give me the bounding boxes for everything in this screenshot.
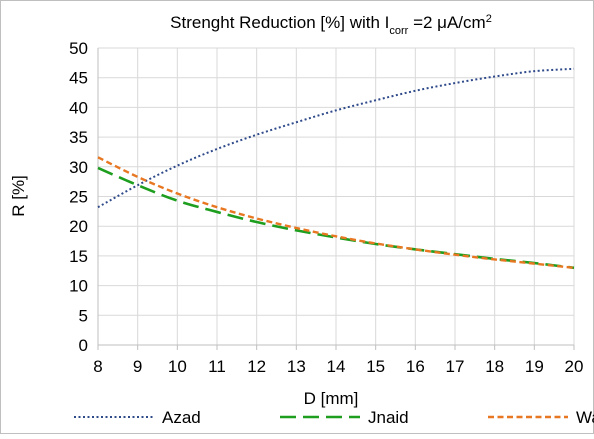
x-tick-label: 16 bbox=[406, 357, 425, 376]
x-tick-label: 20 bbox=[565, 357, 584, 376]
x-tick-label: 8 bbox=[93, 357, 102, 376]
y-tick-label: 10 bbox=[69, 277, 88, 296]
y-tick-label: 20 bbox=[69, 217, 88, 236]
y-axis-label: R [%] bbox=[9, 175, 28, 217]
legend-label-wang: Wang bbox=[576, 408, 594, 427]
gridlines bbox=[97, 47, 575, 345]
x-tick-label: 17 bbox=[446, 357, 465, 376]
legend: Azad Jnaid Wang bbox=[74, 408, 594, 427]
tick-labels: 0 5 10 15 20 25 30 35 40 45 50 8 9 10 11 12 13 14 15 16 17 18… bbox=[69, 39, 583, 376]
axes bbox=[97, 48, 575, 350]
x-tick-label: 19 bbox=[525, 357, 544, 376]
y-tick-label: 45 bbox=[69, 69, 88, 88]
y-tick-label: 5 bbox=[79, 306, 88, 325]
y-tick-label: 40 bbox=[69, 98, 88, 117]
x-tick-label: 9 bbox=[133, 357, 142, 376]
x-tick-label: 15 bbox=[366, 357, 385, 376]
series-line-wang bbox=[97, 156, 575, 269]
x-tick-label: 18 bbox=[485, 357, 504, 376]
x-tick-label: 11 bbox=[208, 357, 226, 376]
y-tick-label: 35 bbox=[69, 128, 88, 147]
x-tick-label: 14 bbox=[327, 357, 346, 376]
y-tick-label: 30 bbox=[69, 158, 88, 177]
legend-label-azad: Azad bbox=[162, 408, 201, 427]
series-lines bbox=[97, 67, 575, 270]
series-line-azad bbox=[97, 67, 575, 209]
x-tick-label: 13 bbox=[287, 357, 306, 376]
chart-title: Strenght Reduction [%] with Icorr =2 μA/… bbox=[170, 13, 492, 37]
y-tick-label: 25 bbox=[69, 188, 88, 207]
legend-label-jnaid: Jnaid bbox=[368, 408, 409, 427]
x-axis-label: D [mm] bbox=[304, 389, 359, 408]
x-tick-label: 12 bbox=[247, 357, 266, 376]
y-tick-label: 50 bbox=[69, 39, 88, 58]
y-tick-label: 15 bbox=[69, 247, 88, 266]
y-tick-label: 0 bbox=[79, 336, 88, 355]
x-tick-label: 10 bbox=[168, 357, 187, 376]
